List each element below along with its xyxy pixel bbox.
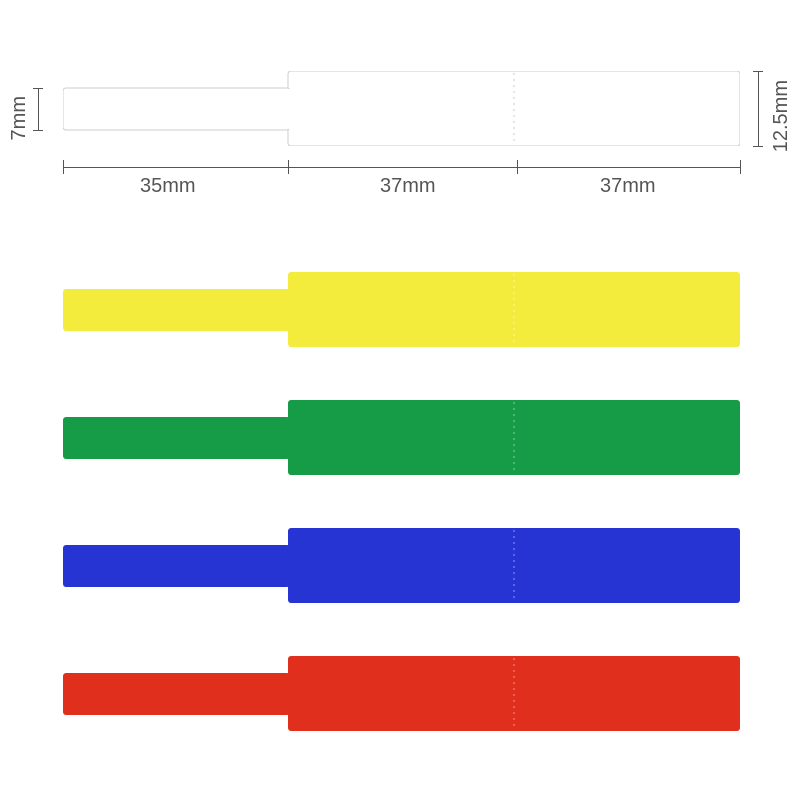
tag-yellow (63, 272, 740, 347)
dim-bracket-left-bot (33, 130, 43, 131)
tag-blue-svg (63, 528, 740, 603)
dim-label-seg1: 35mm (140, 175, 196, 198)
dim-tick-0 (63, 160, 64, 174)
tag-green-svg (63, 400, 740, 475)
diagram-canvas: 7mm 12.5mm 35mm 37mm 37mm (0, 0, 800, 809)
tag-blue (63, 528, 740, 603)
dim-label-seg2: 37mm (380, 175, 436, 198)
tag-yellow-svg (63, 272, 740, 347)
dim-rule-bottom (63, 167, 740, 168)
dim-label-tail-height: 7mm (8, 96, 31, 140)
dim-label-body-height: 12.5mm (770, 80, 793, 152)
tag-outline-svg (63, 71, 740, 146)
dim-tick-2 (517, 160, 518, 174)
dim-bracket-left-stem (38, 88, 39, 130)
tag-outline (63, 71, 740, 146)
dim-label-seg3: 37mm (600, 175, 656, 198)
tag-red-svg (63, 656, 740, 731)
dim-tick-3 (740, 160, 741, 174)
dim-bracket-right-stem (758, 71, 759, 146)
tag-red (63, 656, 740, 731)
tag-green (63, 400, 740, 475)
dim-bracket-right-bot (753, 146, 763, 147)
dim-tick-1 (288, 160, 289, 174)
